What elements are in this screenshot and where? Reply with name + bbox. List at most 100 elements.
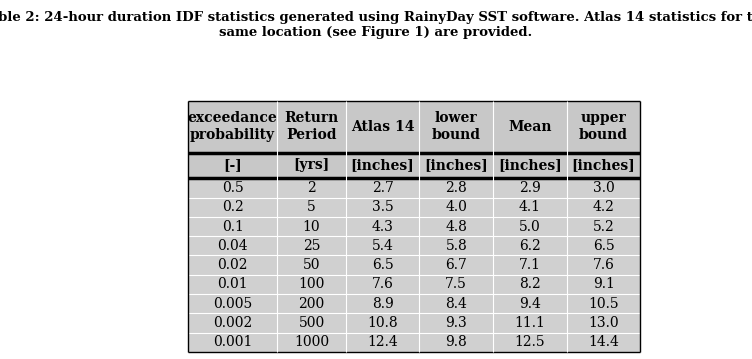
Bar: [188, 101, 277, 153]
Bar: [346, 256, 420, 275]
Text: 2.8: 2.8: [445, 181, 467, 195]
Text: 3.5: 3.5: [371, 200, 393, 214]
Bar: [420, 313, 493, 332]
Bar: [277, 313, 346, 332]
Text: 6.2: 6.2: [519, 239, 541, 253]
Text: 9.8: 9.8: [445, 335, 467, 349]
Text: exceedance
probability: exceedance probability: [188, 111, 277, 142]
Bar: [420, 275, 493, 294]
Bar: [277, 153, 346, 178]
Text: 0.04: 0.04: [217, 239, 248, 253]
Text: [inches]: [inches]: [498, 159, 562, 172]
Bar: [493, 332, 567, 352]
Bar: [188, 256, 277, 275]
Text: 8.4: 8.4: [445, 297, 467, 311]
Bar: [420, 198, 493, 217]
Bar: [346, 101, 420, 153]
Text: 7.5: 7.5: [445, 278, 467, 292]
Text: 500: 500: [299, 316, 325, 330]
Bar: [420, 153, 493, 178]
Bar: [277, 198, 346, 217]
Bar: [346, 217, 420, 236]
Text: lower
bound: lower bound: [432, 111, 481, 142]
Text: 5: 5: [307, 200, 316, 214]
Text: 4.2: 4.2: [593, 200, 614, 214]
Text: [-]: [-]: [223, 159, 242, 172]
Bar: [420, 256, 493, 275]
Text: 5.8: 5.8: [445, 239, 467, 253]
Bar: [188, 236, 277, 256]
Text: 6.5: 6.5: [371, 258, 393, 272]
Text: 0.2: 0.2: [222, 200, 244, 214]
Text: 0.01: 0.01: [217, 278, 248, 292]
Bar: [493, 313, 567, 332]
Text: 8.2: 8.2: [519, 278, 541, 292]
Bar: [277, 236, 346, 256]
Text: 0.002: 0.002: [213, 316, 252, 330]
Text: 0.001: 0.001: [213, 335, 253, 349]
Bar: [567, 217, 641, 236]
Text: 7.6: 7.6: [371, 278, 393, 292]
Bar: [188, 198, 277, 217]
Text: 4.8: 4.8: [445, 220, 467, 234]
Bar: [346, 198, 420, 217]
Bar: [567, 332, 641, 352]
Bar: [567, 178, 641, 198]
Text: 10: 10: [303, 220, 320, 234]
Text: Return
Period: Return Period: [284, 111, 338, 142]
Bar: [277, 275, 346, 294]
Bar: [567, 198, 641, 217]
Bar: [493, 294, 567, 313]
Text: [inches]: [inches]: [424, 159, 488, 172]
Bar: [188, 275, 277, 294]
Text: 14.4: 14.4: [588, 335, 619, 349]
Text: 2: 2: [307, 181, 316, 195]
Text: 12.4: 12.4: [367, 335, 398, 349]
Text: 2.7: 2.7: [371, 181, 393, 195]
Bar: [567, 294, 641, 313]
Text: [yrs]: [yrs]: [293, 159, 329, 172]
Text: 4.3: 4.3: [371, 220, 393, 234]
Bar: [188, 153, 277, 178]
Bar: [188, 332, 277, 352]
Bar: [567, 256, 641, 275]
Bar: [420, 178, 493, 198]
Bar: [493, 178, 567, 198]
Text: 0.02: 0.02: [217, 258, 248, 272]
Text: upper
bound: upper bound: [579, 111, 628, 142]
Text: Table 2: 24-hour duration IDF statistics generated using RainyDay SST software. : Table 2: 24-hour duration IDF statistics…: [0, 11, 752, 39]
Bar: [188, 178, 277, 198]
Bar: [493, 153, 567, 178]
Text: [inches]: [inches]: [572, 159, 635, 172]
Bar: [493, 101, 567, 153]
Bar: [420, 332, 493, 352]
Text: 0.005: 0.005: [213, 297, 252, 311]
Text: 10.5: 10.5: [588, 297, 619, 311]
Bar: [567, 153, 641, 178]
Bar: [346, 332, 420, 352]
Bar: [420, 294, 493, 313]
Bar: [567, 236, 641, 256]
Text: 0.5: 0.5: [222, 181, 244, 195]
Text: 1000: 1000: [294, 335, 329, 349]
Bar: [188, 217, 277, 236]
Bar: [277, 101, 346, 153]
Bar: [188, 294, 277, 313]
Text: 7.6: 7.6: [593, 258, 614, 272]
Text: 13.0: 13.0: [588, 316, 619, 330]
Text: 50: 50: [303, 258, 320, 272]
Text: 2.9: 2.9: [519, 181, 541, 195]
Bar: [420, 217, 493, 236]
Text: 4.0: 4.0: [445, 200, 467, 214]
Bar: [346, 275, 420, 294]
Bar: [277, 217, 346, 236]
Text: Atlas 14: Atlas 14: [351, 120, 414, 134]
Text: 100: 100: [299, 278, 325, 292]
Bar: [346, 294, 420, 313]
Text: 0.1: 0.1: [222, 220, 244, 234]
Bar: [277, 178, 346, 198]
Text: 6.5: 6.5: [593, 239, 614, 253]
Text: 9.4: 9.4: [519, 297, 541, 311]
Bar: [567, 313, 641, 332]
Text: 12.5: 12.5: [514, 335, 545, 349]
